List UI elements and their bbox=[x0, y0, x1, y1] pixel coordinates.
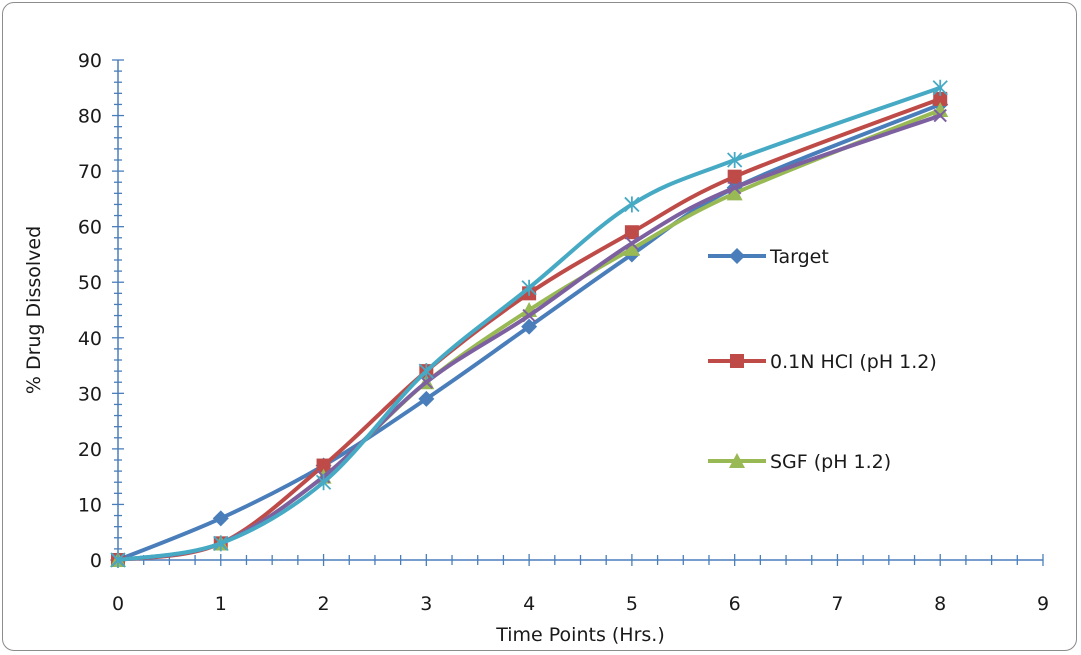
legend-item: 0.1N HCl (pH 1.2) bbox=[708, 351, 937, 373]
data-point bbox=[933, 108, 947, 123]
data-point bbox=[726, 185, 743, 201]
data-point bbox=[110, 552, 126, 568]
x-tick-label: 8 bbox=[934, 593, 946, 615]
x-tick-label: 6 bbox=[729, 593, 741, 615]
y-tick-label: 10 bbox=[78, 494, 102, 516]
y-tick-label: 50 bbox=[78, 272, 102, 294]
series-0 bbox=[110, 96, 949, 568]
data-point bbox=[212, 510, 229, 527]
data-point bbox=[521, 279, 537, 296]
legend-marker bbox=[730, 354, 744, 368]
legend-label: 0.1N HCl (pH 1.2) bbox=[770, 351, 937, 373]
x-tick-label: 4 bbox=[523, 593, 535, 615]
marker-stroke bbox=[522, 308, 536, 323]
data-point bbox=[624, 196, 640, 213]
data-point bbox=[418, 363, 434, 380]
legend-item: SGF (pH 1.2) bbox=[708, 451, 891, 473]
y-tick-label: 40 bbox=[78, 328, 102, 350]
legend-label: Target bbox=[769, 246, 829, 268]
series-3 bbox=[111, 108, 947, 567]
marker-stroke bbox=[419, 375, 434, 389]
data-point bbox=[521, 318, 538, 335]
y-tick-label: 30 bbox=[78, 383, 102, 405]
y-axis-title: % Drug Dissolved bbox=[23, 226, 45, 394]
data-point bbox=[419, 375, 434, 389]
data-point bbox=[623, 240, 640, 256]
y-tick-label: 0 bbox=[90, 550, 102, 572]
legend-item: Target bbox=[708, 246, 829, 268]
x-tick-label: 9 bbox=[1037, 593, 1049, 615]
x-tick-label: 1 bbox=[215, 593, 227, 615]
data-point bbox=[727, 169, 742, 184]
data-point bbox=[625, 236, 639, 251]
series-4 bbox=[110, 79, 948, 568]
series-layer bbox=[110, 79, 949, 568]
legend-marker bbox=[729, 248, 745, 264]
data-point bbox=[932, 79, 948, 96]
marker-stroke bbox=[933, 108, 947, 123]
marker-stroke bbox=[625, 236, 639, 251]
data-point bbox=[315, 474, 332, 491]
marker-stroke bbox=[727, 181, 742, 195]
data-point bbox=[316, 458, 331, 473]
axes: 0 10 20 30 40 50 60 70 80 90 0 1 2 3 4 5 6 7 8 9 bbox=[78, 50, 1049, 615]
series-line bbox=[116, 108, 943, 562]
x-tick-label: 2 bbox=[318, 593, 330, 615]
data-point bbox=[418, 390, 435, 407]
data-point bbox=[624, 225, 639, 240]
legend-label: SGF (pH 1.2) bbox=[770, 451, 891, 473]
legend: Target 0.1N HCl (pH 1.2) SGF (pH 1.2) bbox=[708, 246, 937, 473]
legend-marker bbox=[729, 453, 745, 468]
y-tick-label: 60 bbox=[78, 217, 102, 239]
y-tick-label: 80 bbox=[78, 106, 102, 128]
data-point bbox=[727, 181, 742, 195]
y-tick-label: 20 bbox=[78, 439, 102, 461]
data-point bbox=[522, 308, 536, 323]
x-tick-label: 3 bbox=[420, 593, 432, 615]
x-tick-label: 0 bbox=[112, 593, 124, 615]
data-point bbox=[727, 152, 743, 168]
x-tick-label: 5 bbox=[626, 593, 638, 615]
data-point bbox=[213, 535, 229, 552]
x-axis-title: Time Points (Hrs.) bbox=[495, 624, 665, 646]
x-tick-label: 7 bbox=[831, 593, 843, 615]
series-line bbox=[116, 113, 943, 562]
y-tick-label: 70 bbox=[78, 161, 102, 183]
y-tick-label: 90 bbox=[78, 50, 102, 72]
data-point bbox=[932, 102, 949, 117]
data-point bbox=[933, 91, 948, 106]
